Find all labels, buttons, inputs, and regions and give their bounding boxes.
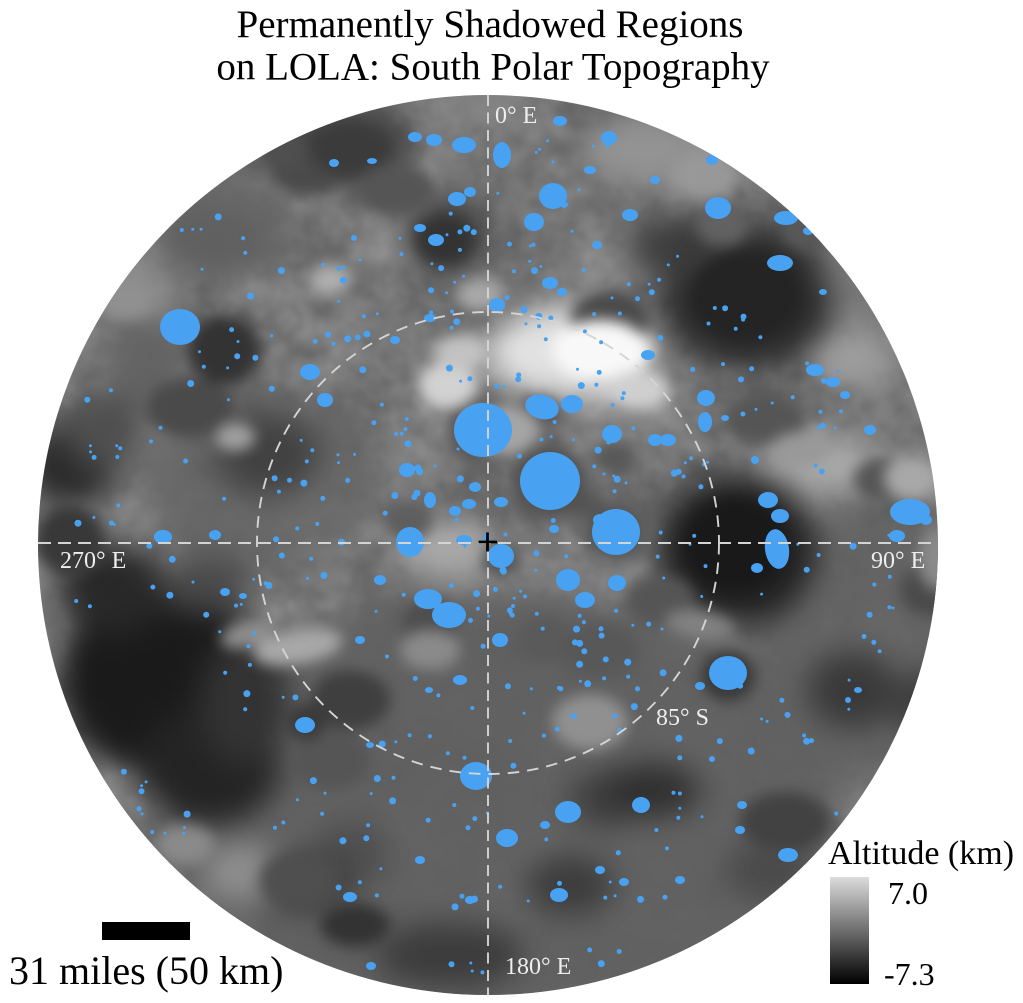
svg-text:Altitude (km): Altitude (km): [828, 835, 1014, 872]
svg-text:7.0: 7.0: [888, 875, 928, 911]
svg-text:180° E: 180° E: [505, 954, 571, 980]
svg-text:on LOLA: South Polar Topograph: on LOLA: South Polar Topography: [216, 46, 770, 89]
svg-text:0° E: 0° E: [495, 103, 537, 129]
svg-text:Permanently Shadowed Regions: Permanently Shadowed Regions: [237, 3, 744, 46]
svg-text:-7.3: -7.3: [884, 956, 935, 992]
svg-text:31 miles (50 km): 31 miles (50 km): [9, 948, 283, 993]
svg-text:270° E: 270° E: [60, 548, 126, 574]
svg-text:85° S: 85° S: [656, 705, 709, 731]
svg-text:90° E: 90° E: [871, 548, 925, 574]
